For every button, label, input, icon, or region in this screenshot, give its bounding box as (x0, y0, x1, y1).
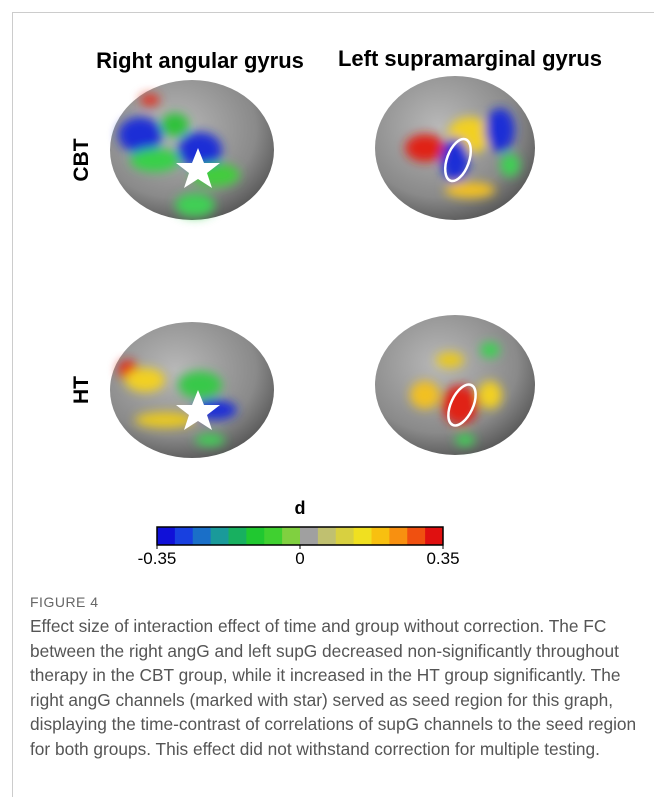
colorbar-cell (246, 527, 264, 545)
colorbar-tick-label: 0 (295, 549, 304, 568)
figure: Right angular gyrus Left supramarginal g… (0, 0, 654, 590)
column-title: Left supramarginal gyrus (338, 46, 602, 71)
colorbar-cell (264, 527, 282, 545)
colorbar-cell (282, 527, 300, 545)
colorbar-cell (300, 527, 318, 545)
colorbar-cell (425, 527, 443, 545)
colorbar-cell (157, 527, 175, 545)
colorbar-label: d (295, 498, 306, 518)
colorbar-cell (211, 527, 229, 545)
brain-image (110, 322, 274, 458)
colorbar: -0.35 0 0.35 (138, 527, 460, 568)
colorbar-cell (354, 527, 372, 545)
colorbar-cell (336, 527, 354, 545)
colorbar-tick-label: -0.35 (138, 549, 177, 568)
column-title: Right angular gyrus (96, 48, 304, 73)
colorbar-tick-label: 0.35 (426, 549, 459, 568)
colorbar-cell (407, 527, 425, 545)
colorbar-cell (389, 527, 407, 545)
caption-label: FIGURE 4 (30, 594, 99, 610)
colorbar-cell (193, 527, 211, 545)
brain-image (375, 315, 535, 455)
brain-image (375, 76, 535, 220)
colorbar-cell (175, 527, 193, 545)
colorbar-cell (318, 527, 336, 545)
colorbar-cell (229, 527, 247, 545)
row-label: CBT (70, 138, 93, 181)
row-label: HT (70, 376, 93, 404)
caption: Effect size of interaction effect of tim… (30, 614, 642, 761)
brain-image (110, 80, 274, 220)
colorbar-cell (372, 527, 390, 545)
